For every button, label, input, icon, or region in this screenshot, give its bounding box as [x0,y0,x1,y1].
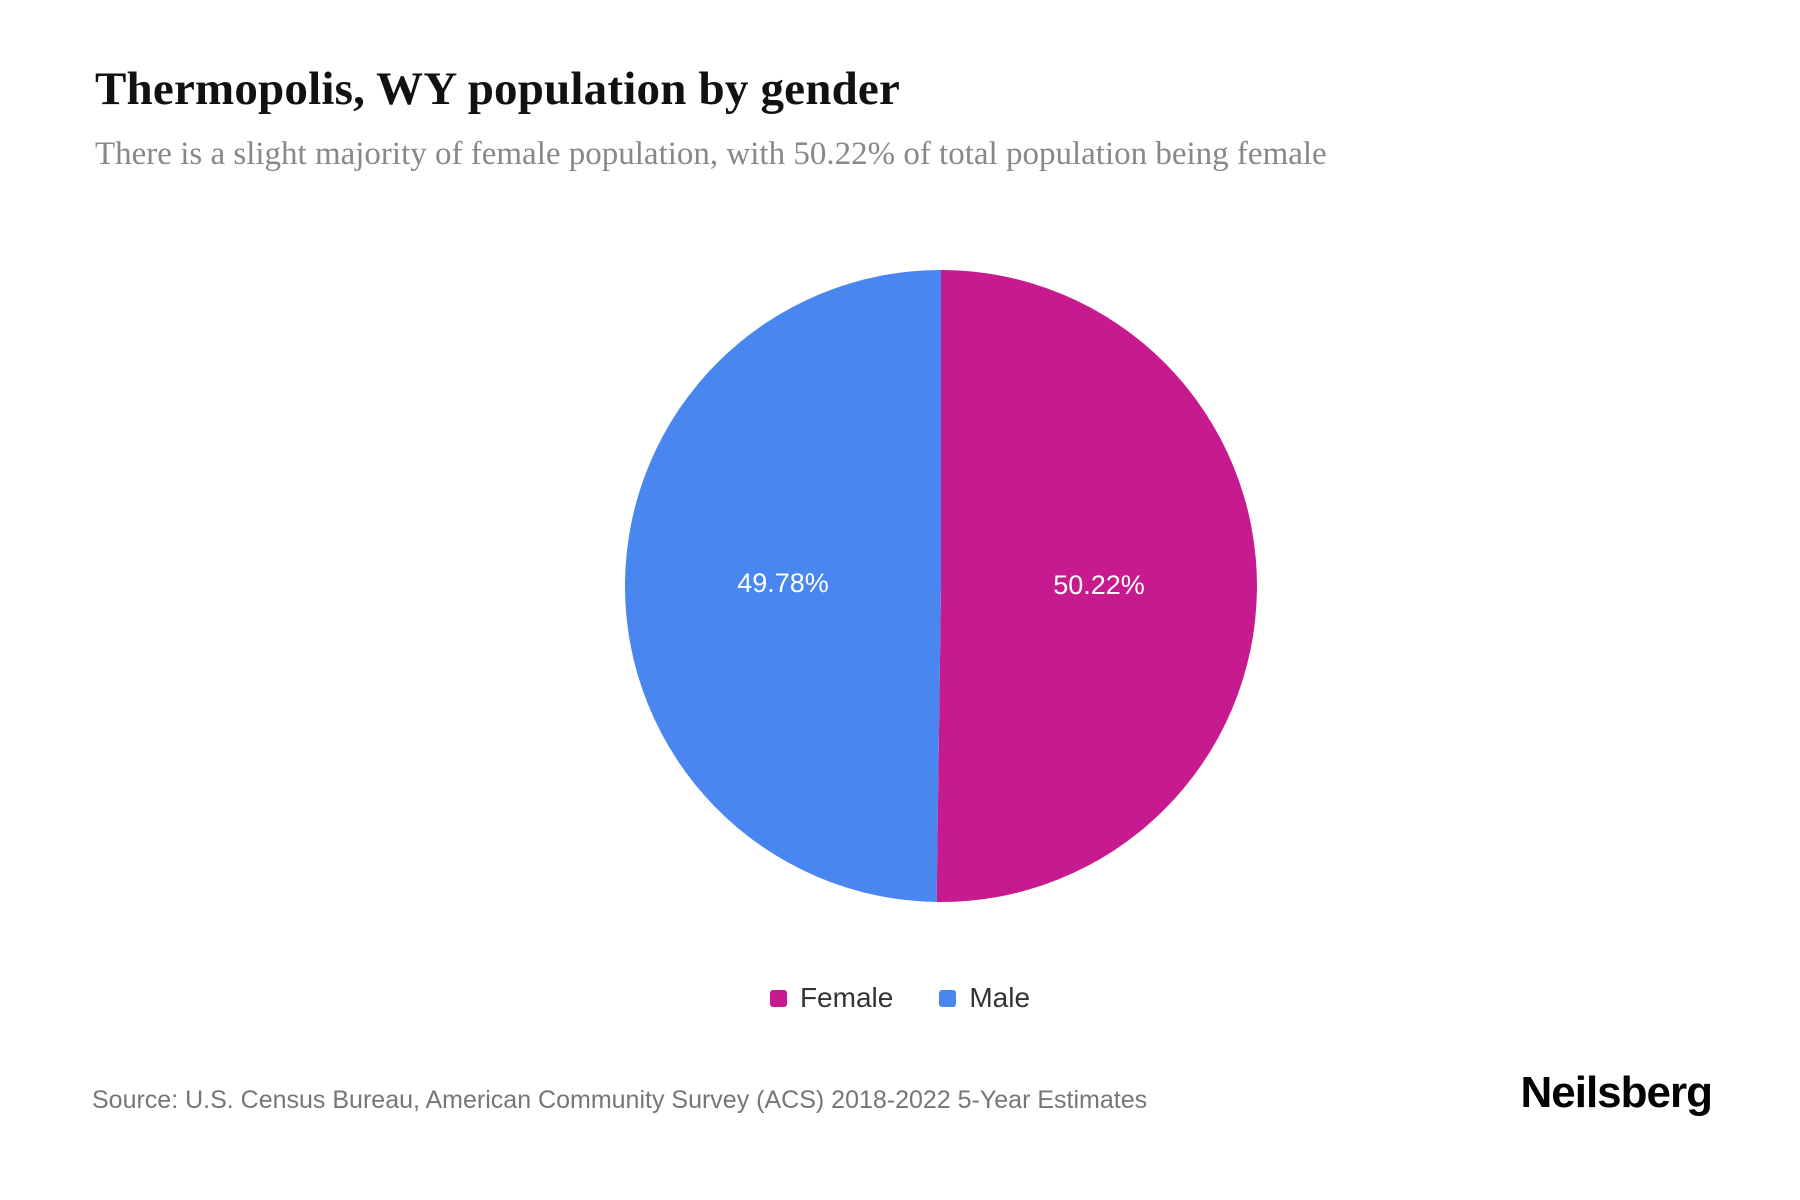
pie-chart: 50.22% 49.78% [621,266,1261,906]
page-title: Thermopolis, WY population by gender [95,63,901,115]
pie-slice-male[interactable] [624,270,941,902]
pie-slice-female[interactable] [936,270,1257,902]
legend: Female Male [0,982,1800,1014]
legend-label-female: Female [799,982,894,1013]
legend-swatch-female [769,989,787,1007]
slice-label-female: 50.22% [1053,570,1145,600]
legend-swatch-male [939,989,957,1007]
source-text: Source: U.S. Census Bureau, American Com… [92,1086,1148,1114]
brand-logo: Neilsberg [1520,1068,1713,1117]
slice-label-male: 49.78% [737,568,829,598]
legend-item-male[interactable]: Male [939,982,1030,1014]
pie-chart-svg: 50.22% 49.78% [624,270,1257,902]
legend-item-female[interactable]: Female [769,982,894,1014]
legend-label-male: Male [969,982,1031,1013]
chart-subtitle: There is a slight majority of female pop… [95,136,1327,172]
